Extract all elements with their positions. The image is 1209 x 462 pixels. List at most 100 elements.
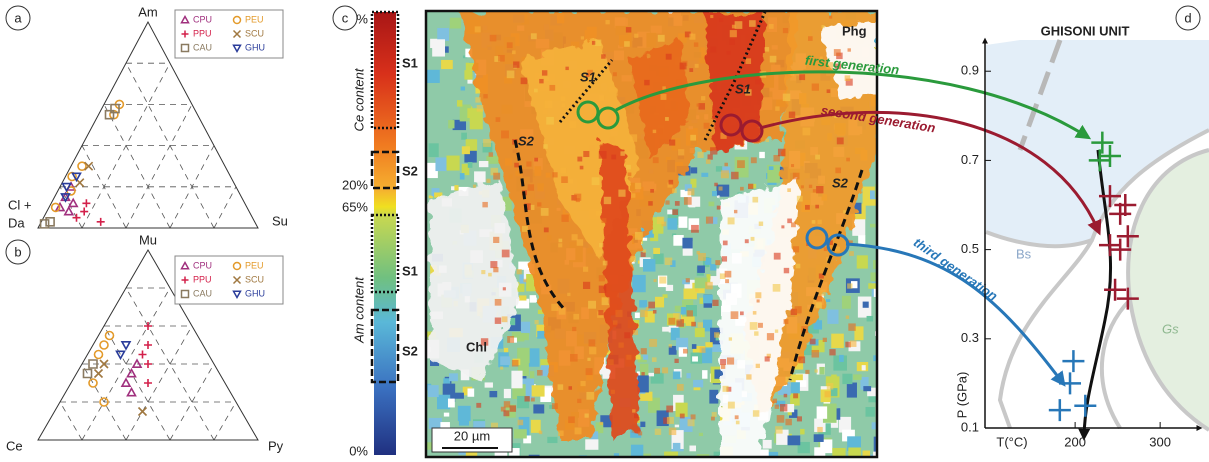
map-pixel <box>709 390 718 404</box>
map-pixel <box>601 54 605 58</box>
map-pixel <box>686 373 690 378</box>
map-pixel <box>568 416 575 423</box>
map-pixel <box>695 64 699 68</box>
map-pixel <box>720 273 726 279</box>
map-pixel <box>719 18 723 22</box>
map-pixel <box>716 185 729 197</box>
map-pixel <box>547 437 557 443</box>
map-pixel <box>770 56 777 63</box>
map-pixel <box>863 302 869 308</box>
map-pixel <box>758 323 763 328</box>
map-pixel <box>874 437 887 454</box>
map-pixel <box>620 151 624 155</box>
pt-cross <box>1049 399 1071 421</box>
map-pixel <box>780 404 787 411</box>
map-pixel <box>653 130 656 133</box>
map-pixel <box>787 188 791 192</box>
map-pixel <box>816 302 822 308</box>
pt-cross <box>1062 350 1084 372</box>
map-pixel <box>643 259 655 272</box>
map-pixel <box>748 184 753 189</box>
map-pixel <box>441 60 453 69</box>
map-pixel <box>558 430 564 436</box>
map-pixel <box>863 386 871 391</box>
map-pixel <box>653 157 659 163</box>
map-pixel <box>813 189 816 192</box>
map-pixel <box>755 292 761 298</box>
apex-label: Da <box>8 215 25 230</box>
zone-label: S2 <box>402 163 418 178</box>
map-pixel <box>631 193 635 197</box>
map-pixel <box>797 196 803 202</box>
map-pixel <box>624 41 630 47</box>
data-point <box>95 370 103 378</box>
map-pixel <box>583 267 588 272</box>
map-pixel <box>561 96 566 101</box>
zone-label: S2 <box>402 343 418 358</box>
map-pixel <box>528 184 534 190</box>
map-pixel <box>751 157 757 163</box>
map-pixel <box>707 154 712 159</box>
data-point <box>122 379 130 386</box>
map-pixel <box>511 371 522 389</box>
map-pixel <box>475 97 480 102</box>
map-pixel <box>730 30 737 37</box>
colorbar-label: 65% <box>342 199 368 214</box>
map-pixel <box>460 173 465 179</box>
map-pixel <box>455 393 464 399</box>
map-pixel <box>690 135 696 141</box>
map-pixel <box>835 168 841 174</box>
map-pixel <box>650 189 654 193</box>
map-pixel <box>847 283 852 288</box>
map-pixel <box>667 218 677 230</box>
map-pixel <box>485 382 493 387</box>
map-pixel <box>823 338 827 342</box>
apex-label: Mu <box>139 232 157 247</box>
map-pixel <box>721 364 726 369</box>
map-pixel <box>641 372 644 375</box>
map-pixel <box>723 241 728 246</box>
map-pixel <box>490 261 497 268</box>
map-pixel <box>784 394 788 398</box>
map-pixel <box>526 161 531 166</box>
map-pixel <box>507 71 515 79</box>
map-pixel <box>717 206 721 210</box>
map-pixel <box>427 70 440 83</box>
map-pixel <box>797 416 802 421</box>
map-pixel <box>562 104 565 107</box>
colorbar-title: Am content <box>351 276 366 344</box>
map-pixel <box>657 217 664 224</box>
data-point <box>80 208 88 216</box>
ternary-guide <box>104 326 170 440</box>
map-pixel <box>751 237 755 241</box>
map-pixel <box>746 374 751 379</box>
map-pixel <box>644 80 649 85</box>
map-pixel <box>634 34 638 38</box>
map-pixel <box>634 414 638 418</box>
map-pixel <box>570 354 578 362</box>
map-pixel <box>662 327 669 332</box>
legend-label: CAU <box>193 288 212 298</box>
map-pixel <box>649 339 657 347</box>
map-pixel <box>736 421 740 425</box>
map-pixel <box>725 271 732 278</box>
map-pixel <box>765 356 770 361</box>
map-pixel <box>500 356 510 365</box>
y-tick-label: 0.5 <box>961 241 979 256</box>
map-pixel <box>545 77 549 81</box>
map-pixel <box>689 68 693 72</box>
map-pixel <box>549 85 555 91</box>
map-pixel <box>740 311 744 315</box>
data-point <box>46 218 54 226</box>
map-pixel <box>467 80 472 84</box>
map-pixel <box>842 374 852 384</box>
map-pixel <box>846 316 849 319</box>
map-pixel <box>729 337 732 340</box>
map-pixel <box>521 333 529 340</box>
map-pixel <box>705 342 712 347</box>
map-pixel <box>643 355 648 360</box>
y-axis-label: P (GPa) <box>954 372 969 419</box>
map-pixel <box>817 220 821 224</box>
map-pixel <box>839 355 844 362</box>
map-pixel <box>704 123 710 129</box>
